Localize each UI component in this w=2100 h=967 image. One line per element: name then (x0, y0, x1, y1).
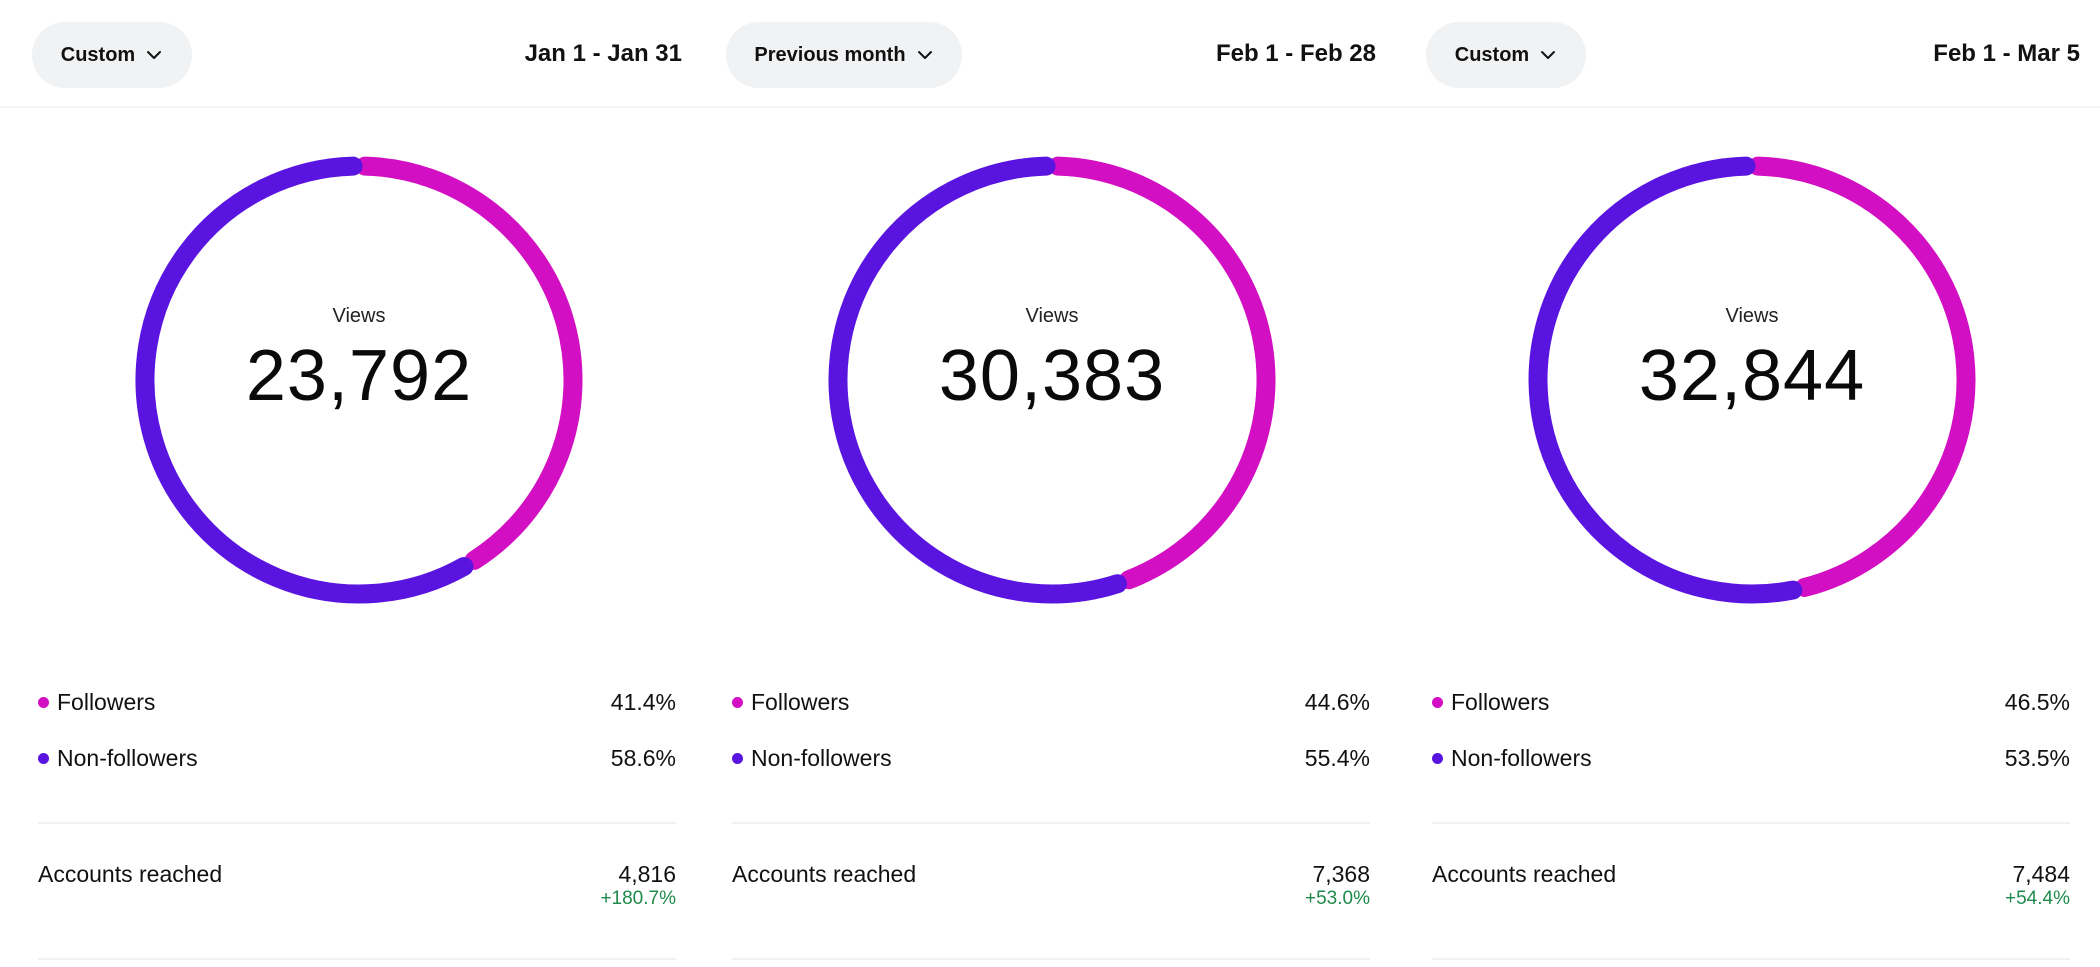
accounts-reached-label: Accounts reached (1432, 861, 1617, 887)
non-followers-arc (135, 156, 474, 604)
chevron-down-icon (147, 51, 162, 59)
chevron-down-icon (917, 51, 932, 59)
views-panel-3: Custom Feb 1 - Mar 5 Views 32,844 Follow… (1394, 0, 2100, 967)
date-range-text: Feb 1 - Feb 28 (1215, 40, 1376, 67)
header-divider (1394, 106, 2100, 108)
legend-percent: 55.4% (1304, 745, 1370, 771)
accounts-reached-value: 4,816 (618, 861, 676, 887)
views-count: 30,383 (938, 336, 1166, 416)
non-followers-dot (732, 752, 743, 764)
legend-label: Followers (57, 688, 156, 715)
views-label: Views (332, 305, 386, 327)
section-divider (732, 822, 1370, 824)
date-range-dropdown[interactable]: Custom (1426, 22, 1586, 88)
legend-followers: Followers 46.5% (1432, 685, 2070, 719)
views-panel-2: Previous month Feb 1 - Feb 28 Views 30,3… (694, 0, 1394, 967)
header-divider (694, 106, 1394, 108)
bottom-divider (38, 958, 676, 960)
accounts-reached-value: 7,484 (2012, 861, 2070, 887)
legend-followers: Followers 44.6% (732, 685, 1370, 719)
date-range-dropdown-label: Custom (60, 43, 136, 66)
legend-percent: 53.5% (2004, 745, 2070, 771)
chevron-down-icon (1541, 51, 1556, 59)
non-followers-arc (828, 156, 1128, 604)
followers-dot (732, 696, 743, 708)
date-range-dropdown[interactable]: Custom (32, 22, 192, 88)
followers-dot (1432, 696, 1443, 708)
views-label: Views (1725, 305, 1779, 327)
views-label: Views (1025, 305, 1079, 327)
non-followers-arc (1528, 156, 1803, 604)
views-donut-chart (129, 150, 589, 610)
date-range-dropdown-label: Custom (1454, 43, 1530, 66)
legend-label: Non-followers (751, 744, 892, 771)
accounts-reached-label: Accounts reached (732, 861, 917, 887)
accounts-reached-change: +54.4% (2005, 888, 2070, 909)
legend-followers: Followers 41.4% (38, 685, 676, 719)
donut-svg (1528, 156, 1976, 604)
legend-label: Non-followers (1451, 744, 1592, 771)
donut-svg (135, 156, 583, 604)
bottom-divider (732, 958, 1370, 960)
legend-percent: 41.4% (610, 689, 676, 715)
legend-non-followers: Non-followers 53.5% (1432, 741, 2070, 775)
views-donut-chart (1522, 150, 1982, 610)
views-donut-chart (822, 150, 1282, 610)
followers-arc (1748, 156, 1976, 597)
views-count: 23,792 (245, 336, 473, 416)
date-range-dropdown[interactable]: Previous month (726, 22, 962, 88)
section-divider (38, 822, 676, 824)
followers-arc (355, 156, 583, 570)
accounts-reached-change: +180.7% (600, 888, 676, 909)
non-followers-dot (38, 752, 49, 764)
date-range-text: Feb 1 - Mar 5 (1933, 40, 2080, 67)
non-followers-dot (1432, 752, 1443, 764)
section-divider (1432, 822, 2070, 824)
date-range-text: Jan 1 - Jan 31 (524, 40, 682, 67)
accounts-reached-label: Accounts reached (38, 861, 223, 887)
bottom-divider (1432, 958, 2070, 960)
views-panel-1: Custom Jan 1 - Jan 31 Views 23,792 Follo… (0, 0, 694, 967)
views-count: 32,844 (1638, 336, 1866, 416)
followers-arc (1048, 156, 1276, 590)
header-divider (0, 106, 694, 108)
legend-non-followers: Non-followers 55.4% (732, 741, 1370, 775)
accounts-reached-change: +53.0% (1305, 888, 1370, 909)
accounts-reached-value: 7,368 (1312, 861, 1370, 887)
donut-svg (828, 156, 1276, 604)
legend-non-followers: Non-followers 58.6% (38, 741, 676, 775)
legend-percent: 58.6% (610, 745, 676, 771)
legend-percent: 44.6% (1304, 689, 1370, 715)
date-range-dropdown-label: Previous month (754, 43, 906, 66)
legend-label: Followers (1451, 688, 1550, 715)
legend-label: Non-followers (57, 744, 198, 771)
followers-dot (38, 696, 49, 708)
legend-label: Followers (751, 688, 850, 715)
legend-percent: 46.5% (2004, 689, 2070, 715)
